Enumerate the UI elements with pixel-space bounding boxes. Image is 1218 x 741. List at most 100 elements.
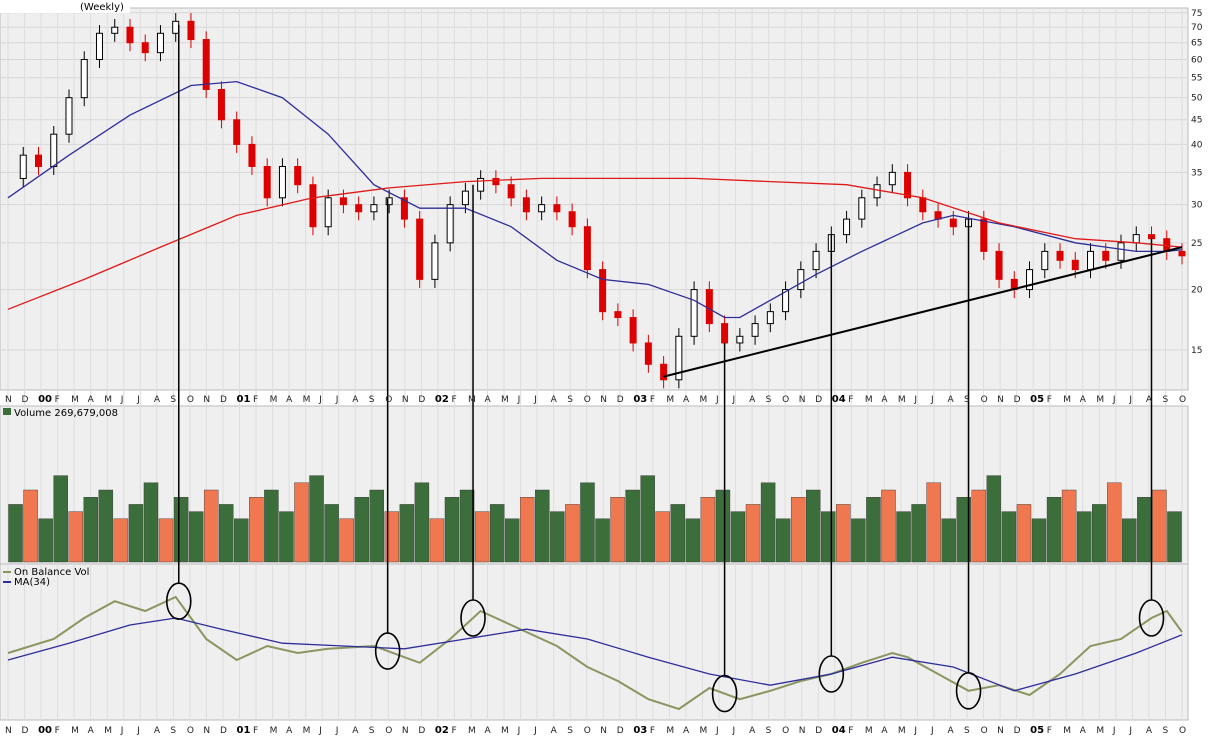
volume-bar [535, 489, 550, 563]
price-candle [65, 97, 73, 135]
volume-bar [143, 482, 159, 563]
price-candle [1026, 269, 1034, 291]
x-tick-label: O [981, 726, 988, 736]
x-tick-label: D [1014, 726, 1021, 736]
price-candle [217, 88, 225, 121]
volume-bar [504, 518, 520, 563]
x-tick-label: O [584, 726, 591, 736]
volume-bar [730, 511, 746, 563]
price-candle [629, 317, 637, 344]
x-tick-label: M [71, 395, 79, 405]
x-tick-label: A [352, 726, 359, 736]
x-tick-label: J [1128, 395, 1132, 405]
x-tick-label: S [369, 726, 375, 736]
price-candle [446, 204, 454, 244]
x-tick-label: S [766, 395, 772, 405]
x-tick-label: F [1047, 395, 1052, 405]
x-tick-label: 00 [38, 725, 52, 736]
x-tick-label: A [286, 395, 293, 405]
x-tick-label: 01 [236, 725, 250, 736]
x-tick-label: N [203, 726, 210, 736]
volume-bar [971, 489, 987, 563]
x-tick-label: 04 [832, 725, 846, 736]
ma-50-line [7, 80, 1183, 319]
x-tick-label: O [584, 395, 591, 405]
x-tick-label: N [997, 726, 1004, 736]
x-tick-label: M [1063, 726, 1071, 736]
volume-bar [1046, 497, 1062, 563]
x-tick-label: J [1112, 395, 1116, 405]
price-candle [1056, 250, 1064, 261]
volume-bar [23, 489, 38, 563]
price-candle [873, 184, 881, 199]
volume-bar [790, 497, 806, 563]
x-tick-label: J [318, 726, 322, 736]
price-y-tick: 20 [1191, 286, 1203, 296]
x-tick-label: J [1112, 726, 1116, 736]
x-tick-label: A [485, 726, 492, 736]
x-tick-label: J [533, 726, 537, 736]
price-candle [1041, 250, 1049, 271]
x-tick-label: A [352, 395, 359, 405]
volume-bar [911, 504, 926, 563]
price-candle [339, 197, 347, 206]
x-tick-label: D [22, 726, 29, 736]
price-candle [583, 226, 591, 271]
price-candle [553, 204, 561, 213]
x-tick-label: A [154, 395, 161, 405]
volume-bar [1122, 518, 1137, 563]
annotation-circle [955, 671, 982, 710]
volume-bar [670, 504, 686, 563]
price-candle [1117, 242, 1125, 261]
price-candle [492, 177, 500, 186]
x-axis-ticks-middle: N D 00 F M A M J J A S O N D 01 F M A M J J A S O N D 02 F M A M J J A S O N… [5, 394, 1186, 405]
price-candle [1087, 250, 1095, 271]
x-tick-label: S [170, 726, 176, 736]
price-candle [1148, 234, 1156, 240]
volume-bar [98, 489, 114, 563]
x-tick-label: A [1146, 395, 1153, 405]
x-tick-label: M [501, 395, 509, 405]
trendline [663, 246, 1183, 378]
volume-bar [68, 511, 83, 563]
x-tick-label: N [600, 395, 607, 405]
volume-bar [520, 497, 535, 563]
x-tick-label: A [1146, 726, 1153, 736]
price-candle [1102, 250, 1110, 261]
x-tick-label: J [318, 395, 322, 405]
x-tick-label: J [1128, 726, 1132, 736]
price-candle [34, 154, 42, 167]
price-candle [278, 165, 286, 199]
volume-bar [956, 497, 971, 563]
x-tick-label: S [369, 395, 375, 405]
volume-bar [866, 497, 881, 563]
price-y-tick: 35 [1191, 168, 1202, 178]
x-tick-label: J [930, 395, 934, 405]
volume-bar [760, 482, 776, 563]
price-candle [248, 143, 256, 167]
price-y-tick: 30 [1191, 201, 1203, 211]
volume-bar [113, 518, 129, 563]
x-tick-label: A [683, 726, 690, 736]
chart-title: (Weekly) [80, 2, 124, 13]
x-tick-label: A [683, 395, 690, 405]
price-candle [949, 218, 957, 228]
price-candle [675, 335, 683, 381]
price-candle [172, 20, 180, 34]
annotation-lines [165, 24, 1165, 713]
price-candle [1132, 234, 1140, 244]
x-tick-label: N [5, 726, 12, 736]
x-tick-label: M [1063, 395, 1071, 405]
volume-bar [986, 475, 1002, 563]
volume-bar [324, 504, 339, 563]
x-tick-label: J [120, 395, 124, 405]
volume-bar [339, 518, 354, 563]
x-tick-label: D [815, 726, 822, 736]
x-tick-label: 05 [1030, 394, 1044, 405]
price-candle [705, 289, 713, 325]
x-tick-label: O [385, 726, 392, 736]
volume-bar [640, 475, 655, 563]
x-tick-label: J [732, 395, 736, 405]
volume-bar [188, 511, 204, 563]
